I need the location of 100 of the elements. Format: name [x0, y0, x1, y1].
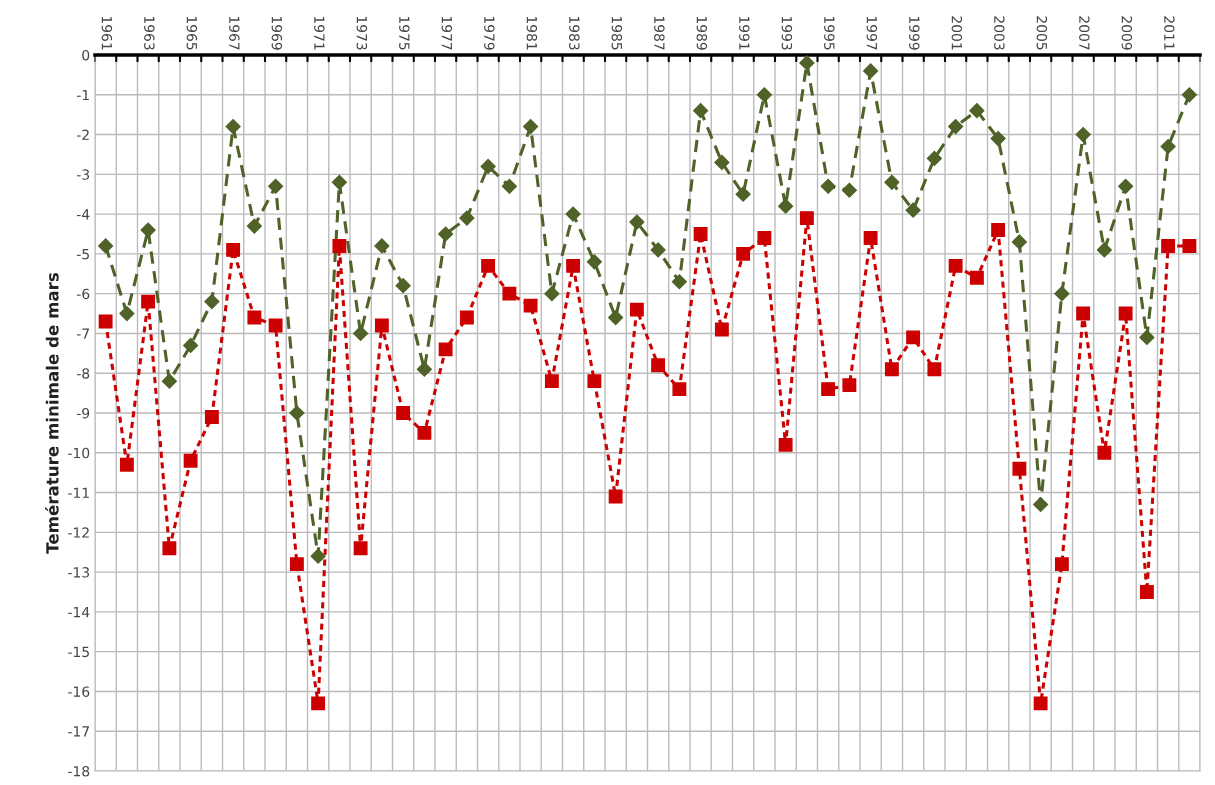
- point: [268, 318, 283, 333]
- point: [481, 258, 496, 273]
- y-tick-label: -10: [68, 447, 90, 459]
- point: [459, 310, 474, 325]
- point: [331, 174, 347, 190]
- y-tick-label: -8: [76, 368, 90, 379]
- y-tick-label: -7: [76, 328, 89, 339]
- point: [141, 294, 156, 309]
- x-tick-label: 1987: [654, 16, 665, 50]
- x-tick-label: 1991: [739, 16, 750, 50]
- y-tick-label: -1: [76, 89, 89, 101]
- y-tick-label: -6: [76, 288, 90, 300]
- x-tick-label: 2007: [1079, 16, 1090, 50]
- point: [863, 63, 879, 79]
- x-tick-label: 1981: [526, 16, 538, 50]
- point: [417, 425, 432, 440]
- point: [990, 130, 1006, 147]
- point: [735, 186, 751, 202]
- x-tick-label: 1973: [356, 16, 368, 50]
- y-tick-label: -11: [68, 487, 89, 498]
- point: [544, 374, 559, 389]
- point: [905, 202, 921, 218]
- point: [374, 238, 390, 254]
- point: [396, 406, 411, 420]
- x-tick-label: 1961: [101, 16, 113, 50]
- point: [884, 362, 899, 377]
- point: [799, 55, 815, 71]
- point: [565, 206, 581, 222]
- x-tick-label: 1993: [781, 16, 793, 50]
- point: [927, 362, 942, 377]
- y-tick-label: -16: [68, 686, 90, 697]
- point: [1012, 461, 1027, 476]
- x-tick-label: 1997: [866, 16, 878, 50]
- y-tick-label: -9: [76, 407, 90, 419]
- point: [268, 178, 284, 194]
- point: [863, 231, 878, 245]
- point: [310, 548, 326, 564]
- point: [799, 211, 814, 226]
- point: [226, 242, 241, 257]
- x-tick-label: 1967: [229, 16, 240, 50]
- point: [841, 182, 857, 198]
- point: [991, 223, 1006, 237]
- y-tick-label: -3: [76, 169, 90, 180]
- point: [842, 378, 857, 393]
- point: [523, 298, 538, 313]
- point: [162, 541, 177, 556]
- point: [119, 305, 135, 322]
- x-tick-label: 1963: [144, 16, 155, 50]
- point: [948, 258, 963, 273]
- y-tick-label: -5: [76, 249, 89, 260]
- point: [395, 278, 411, 294]
- point: [289, 405, 305, 421]
- x-tick-label: 1969: [271, 16, 283, 50]
- point: [1054, 286, 1070, 302]
- x-tick-label: 1985: [611, 16, 623, 50]
- y-tick-label: -15: [68, 646, 89, 658]
- point: [821, 382, 836, 397]
- point: [714, 322, 729, 337]
- point: [119, 457, 134, 472]
- point: [586, 254, 602, 270]
- point: [353, 325, 369, 342]
- point: [1075, 126, 1091, 143]
- point: [906, 330, 921, 345]
- x-tick-label: 2009: [1121, 16, 1133, 50]
- y-tick-label: 0: [82, 49, 90, 61]
- point: [1097, 445, 1112, 460]
- x-tick-label: 2011: [1164, 16, 1175, 50]
- point: [98, 314, 113, 329]
- y-tick-label: -13: [68, 567, 90, 578]
- point: [183, 337, 199, 353]
- y-tick-label: -2: [76, 129, 89, 140]
- point: [161, 373, 177, 389]
- point: [650, 242, 666, 258]
- point: [332, 238, 347, 253]
- point: [502, 286, 517, 301]
- point: [629, 214, 645, 230]
- y-tick-label: -17: [68, 726, 89, 737]
- x-tick-label: 2001: [951, 16, 963, 50]
- point: [778, 437, 793, 452]
- point: [353, 541, 368, 556]
- point: [247, 310, 262, 325]
- point: [1118, 306, 1133, 321]
- point: [501, 178, 517, 194]
- point: [608, 489, 623, 504]
- point: [736, 246, 751, 261]
- point: [374, 318, 389, 333]
- point: [289, 557, 304, 572]
- point: [225, 119, 241, 135]
- point: [523, 119, 539, 135]
- point: [480, 158, 496, 174]
- point: [651, 358, 666, 373]
- point: [587, 374, 602, 389]
- point: [1033, 496, 1049, 513]
- point: [438, 342, 453, 357]
- y-axis-title: Temérature minimale de mars: [45, 272, 59, 554]
- point: [969, 270, 984, 285]
- point: [544, 286, 560, 302]
- x-tick-label: 1979: [484, 16, 495, 50]
- point: [671, 274, 687, 290]
- y-tick-label: -12: [68, 527, 89, 538]
